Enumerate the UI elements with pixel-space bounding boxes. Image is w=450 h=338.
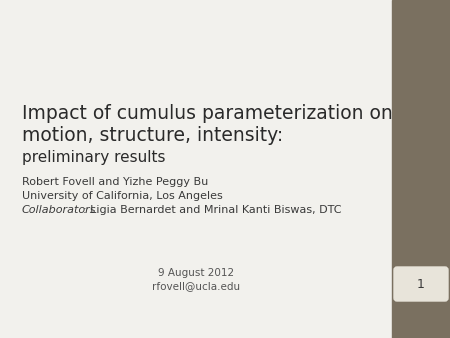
Text: motion, structure, intensity:: motion, structure, intensity:	[22, 126, 283, 145]
Text: rfovell@ucla.edu: rfovell@ucla.edu	[152, 281, 240, 291]
Text: Collaborators: Collaborators	[22, 205, 96, 215]
Text: : Ligia Bernardet and Mrinal Kanti Biswas, DTC: : Ligia Bernardet and Mrinal Kanti Biswa…	[83, 205, 342, 215]
Text: 9 August 2012: 9 August 2012	[158, 268, 234, 278]
Text: 1: 1	[417, 277, 425, 290]
Text: University of California, Los Angeles: University of California, Los Angeles	[22, 191, 223, 201]
Text: Impact of cumulus parameterization on: Impact of cumulus parameterization on	[22, 104, 393, 123]
Bar	[392, 0, 450, 338]
FancyBboxPatch shape	[394, 267, 448, 301]
Text: Robert Fovell and Yizhe Peggy Bu: Robert Fovell and Yizhe Peggy Bu	[22, 177, 208, 187]
Text: preliminary results: preliminary results	[22, 150, 166, 165]
